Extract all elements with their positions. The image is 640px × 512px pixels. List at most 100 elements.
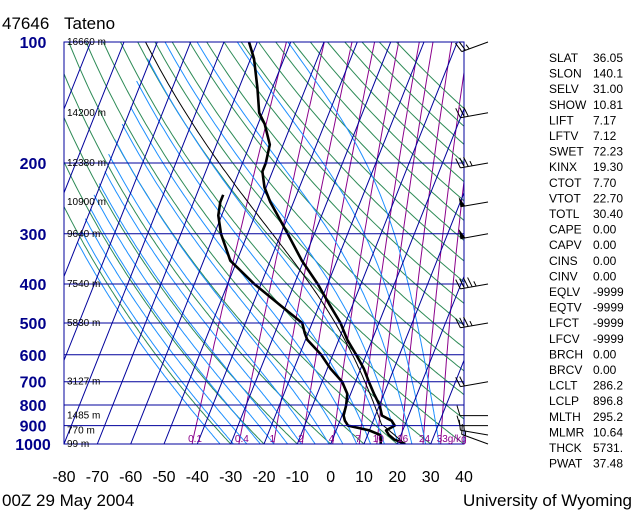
barb-staff (461, 433, 489, 445)
moist-adiabat (114, 139, 330, 444)
moist-adiabat (104, 171, 302, 444)
wind-barb (455, 316, 489, 329)
temperature-tick-label: -70 (86, 469, 109, 486)
barb-full (456, 405, 461, 416)
barb-half (469, 160, 473, 167)
height-label: 9640 m (67, 229, 100, 240)
temperature-tick-label: -40 (186, 469, 209, 486)
height-label: 7540 m (67, 279, 100, 290)
stat-value: 30.40 (593, 207, 623, 221)
mixing-ratio-labels: 0.1 0.4 1 2 4 7 10 16 24 33g/kg (188, 434, 467, 445)
isotherm (64, 42, 225, 444)
stat-value: -9999 (593, 316, 624, 330)
stat-name: CTOT (549, 176, 582, 190)
wind-barb (456, 405, 488, 417)
barb-staff (460, 322, 489, 329)
barb-full (459, 107, 465, 118)
moist-adiabat (196, 42, 413, 444)
barb-full (463, 106, 469, 117)
sounding-profiles (217, 42, 406, 444)
pressure-tick-label: 600 (20, 348, 47, 365)
stat-name: BRCV (549, 363, 582, 377)
isotherm (230, 42, 392, 444)
stat-value: 10.64 (593, 425, 623, 439)
dry-adiabat (257, 42, 464, 262)
stat-value: 0.00 (593, 223, 617, 237)
stat-name: LFCV (549, 332, 580, 346)
stat-value: 36.05 (593, 51, 623, 65)
barb-full (459, 376, 465, 387)
temperature-tick-label: -60 (119, 469, 142, 486)
barb-full (455, 279, 461, 290)
mixing-ratio-label: 1 (270, 434, 276, 445)
station-name: Tateno (64, 14, 115, 33)
pressure-tick-label: 500 (20, 316, 47, 333)
barb-full (455, 158, 461, 169)
dry-adiabat (64, 116, 299, 444)
barb-staff (460, 429, 489, 436)
stat-name: LFCT (549, 316, 580, 330)
height-label: 1485 m (67, 411, 100, 422)
stat-value: -9999 (593, 301, 624, 315)
stat-value: 0.00 (593, 363, 617, 377)
barb-half (469, 320, 473, 327)
stat-value: 10.81 (593, 98, 623, 112)
mixing-ratio-label: 4 (329, 434, 335, 445)
stat-value: 5731. (593, 441, 623, 455)
barb-full (459, 157, 465, 168)
isotherm (64, 42, 158, 278)
moist-adiabat (236, 42, 427, 444)
isotherm (430, 358, 464, 444)
temperature-tick-label: -80 (52, 469, 75, 486)
stat-name: MLMR (549, 425, 585, 439)
moist-adiabat (136, 80, 372, 444)
station-id: 47646 (2, 14, 49, 33)
stat-value: 7.70 (593, 176, 617, 190)
temperature-axis: -80 -70 -60 -50 -40 -30 -20 -10 0 10 20 30 40 (52, 469, 473, 486)
mixing-ratio-line (376, 42, 434, 444)
pressure-tick-label: 900 (20, 419, 47, 436)
temperature-tick-label: -20 (252, 469, 275, 486)
parcel-line (144, 42, 406, 444)
pressure-tick-label: 800 (20, 398, 47, 415)
mixing-ratio-line (400, 42, 453, 444)
mixing-ratio-label: 16 (397, 434, 409, 445)
pressure-tick-label: 100 (20, 35, 47, 52)
height-label: 10900 m (67, 197, 106, 208)
dry-adiabat (240, 42, 464, 283)
isotherm (64, 42, 125, 195)
stat-value: 286.2 (593, 379, 623, 393)
barb-flag (458, 228, 466, 239)
barb-full (463, 156, 469, 167)
barb-full (463, 316, 469, 327)
stat-value: 31.00 (593, 82, 623, 96)
height-label: 770 m (67, 425, 95, 436)
temperature-tick-label: 40 (455, 469, 473, 486)
stat-value: 896.8 (593, 394, 623, 408)
barb-full (463, 277, 469, 288)
mixing-ratio-label: 0.1 (188, 434, 202, 445)
barb-full (455, 377, 461, 387)
pressure-tick-label: 200 (20, 156, 47, 173)
isotherms (64, 42, 464, 444)
stat-value: 140.1 (593, 67, 623, 81)
barb-staff (460, 233, 489, 240)
stat-name: CAPV (549, 238, 582, 252)
stat-value: 19.30 (593, 160, 623, 174)
stat-name: CINS (549, 254, 578, 268)
stat-name: EQLV (549, 285, 580, 299)
stat-name: TOTL (549, 207, 580, 221)
stat-value: 0.00 (593, 254, 617, 268)
height-label: 99 m (67, 439, 89, 450)
barb-full (458, 41, 466, 51)
dry-adiabat (64, 205, 232, 444)
source-label: University of Wyoming (463, 491, 632, 510)
temperature-tick-label: 30 (422, 469, 440, 486)
stat-name: THCK (549, 441, 582, 455)
stat-name: SLON (549, 67, 582, 81)
dry-adiabat (206, 42, 464, 326)
temperature-tick-label: 0 (326, 469, 335, 486)
height-labels: 16660 m 14200 m 12380 m 10900 m 9640 m 7540 m… (67, 37, 106, 450)
moist-adiabat (108, 153, 316, 444)
